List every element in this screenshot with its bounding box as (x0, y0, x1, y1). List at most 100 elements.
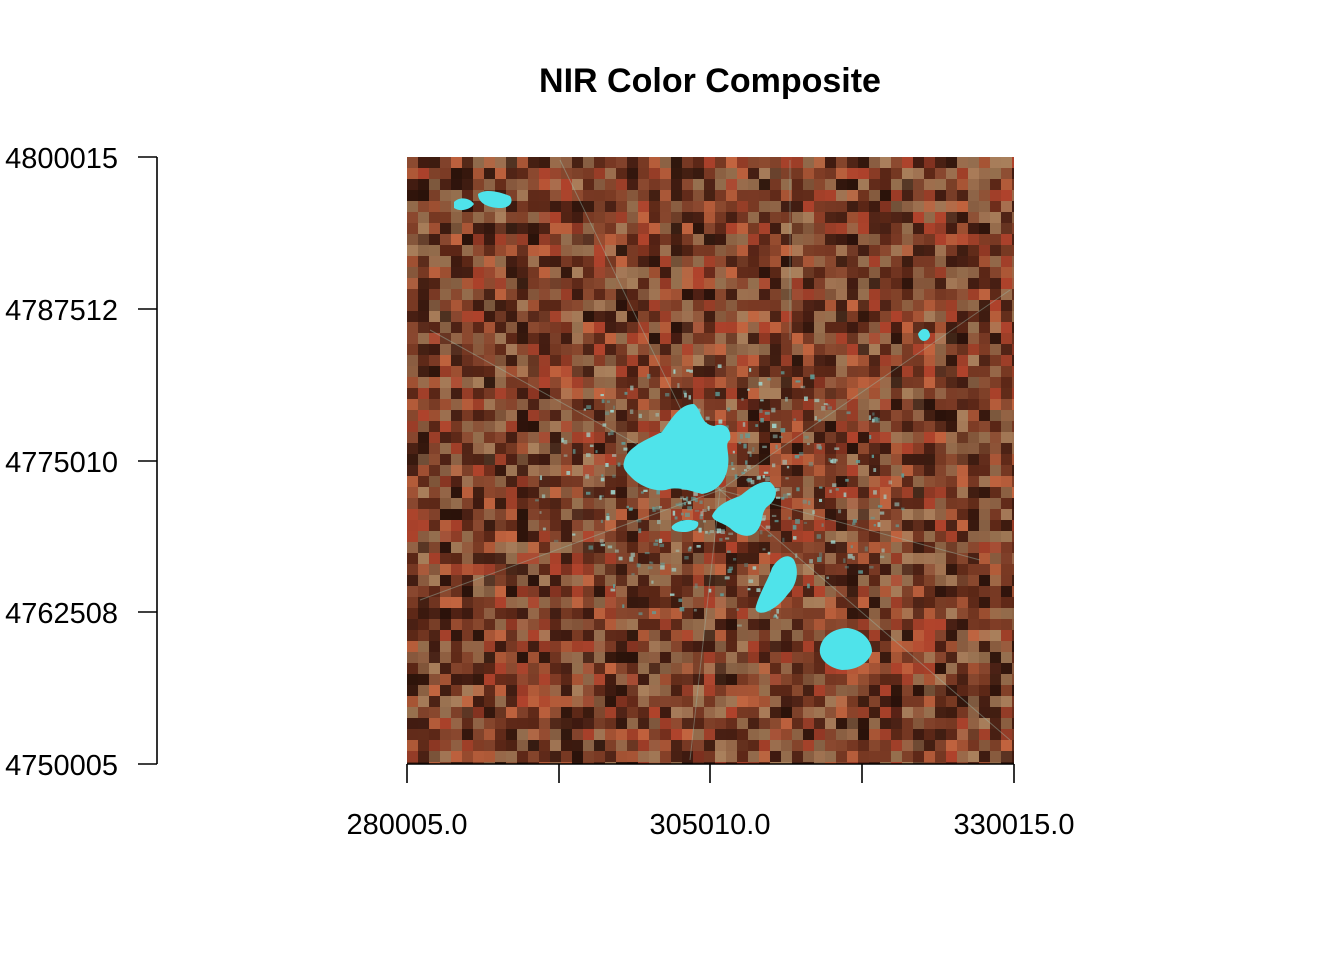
urban-pixel (652, 611, 657, 615)
field-parcel (891, 212, 902, 223)
field-parcel (462, 696, 473, 707)
field-parcel (902, 674, 913, 685)
field-parcel (473, 322, 484, 333)
field-parcel (506, 399, 517, 410)
field-parcel (704, 223, 715, 234)
urban-pixel (852, 522, 856, 526)
field-parcel (1012, 388, 1014, 399)
field-parcel (572, 608, 583, 619)
urban-pixel (541, 494, 546, 499)
field-parcel (627, 597, 638, 608)
field-parcel (891, 245, 902, 256)
field-parcel (495, 740, 506, 751)
field-parcel (605, 751, 616, 762)
field-parcel (957, 300, 968, 311)
field-parcel (946, 729, 957, 740)
field-parcel (1012, 245, 1014, 256)
field-parcel (957, 410, 968, 421)
field-parcel (792, 432, 803, 443)
field-parcel (638, 399, 649, 410)
field-parcel (451, 377, 462, 388)
field-parcel (671, 740, 682, 751)
field-parcel (968, 267, 979, 278)
field-parcel (847, 256, 858, 267)
field-parcel (517, 410, 528, 421)
water-bodies (454, 190, 930, 670)
field-parcel (462, 443, 473, 454)
field-parcel (451, 740, 462, 751)
field-parcel (726, 388, 737, 399)
field-parcel (803, 696, 814, 707)
field-parcel (462, 399, 473, 410)
field-parcel (583, 652, 594, 663)
field-parcel (792, 520, 803, 531)
field-parcel (1001, 421, 1012, 432)
field-parcel (979, 542, 990, 553)
field-parcel (572, 179, 583, 190)
urban-pixel (814, 398, 820, 403)
field-parcel (638, 707, 649, 718)
field-parcel (726, 663, 737, 674)
field-parcel (792, 157, 803, 168)
field-parcel (946, 179, 957, 190)
field-parcel (649, 685, 660, 696)
field-parcel (836, 234, 847, 245)
field-parcel (682, 399, 693, 410)
field-parcel (990, 333, 1001, 344)
urban-pixel (785, 396, 788, 402)
pond-northeast (918, 328, 930, 341)
field-parcel (638, 410, 649, 421)
field-parcel (836, 762, 847, 764)
field-parcel (616, 245, 627, 256)
field-parcel (572, 553, 583, 564)
field-parcel (792, 399, 803, 410)
field-parcel (946, 289, 957, 300)
field-parcel (946, 465, 957, 476)
field-parcel (440, 300, 451, 311)
field-parcel (748, 443, 759, 454)
field-parcel (979, 707, 990, 718)
urban-pixel (749, 368, 752, 372)
field-parcel (902, 586, 913, 597)
field-parcel (1001, 377, 1012, 388)
field-parcel (891, 509, 902, 520)
field-parcel (803, 663, 814, 674)
field-parcel (814, 256, 825, 267)
field-parcel (913, 443, 924, 454)
field-parcel (847, 432, 858, 443)
field-parcel (495, 608, 506, 619)
field-parcel (495, 718, 506, 729)
field-parcel (880, 641, 891, 652)
field-parcel (902, 597, 913, 608)
field-parcel (946, 410, 957, 421)
field-parcel (803, 575, 814, 586)
field-parcel (583, 509, 594, 520)
field-parcel (902, 553, 913, 564)
field-parcel (902, 685, 913, 696)
urban-pixel (774, 488, 778, 492)
field-parcel (957, 641, 968, 652)
field-parcel (836, 245, 847, 256)
field-parcel (902, 718, 913, 729)
field-parcel (946, 553, 957, 564)
field-parcel (825, 344, 836, 355)
urban-pixel (699, 514, 703, 520)
field-parcel (495, 641, 506, 652)
field-parcel (979, 487, 990, 498)
field-parcel (693, 663, 704, 674)
road-line (719, 289, 1011, 491)
field-parcel (726, 674, 737, 685)
field-parcel (550, 663, 561, 674)
urban-pixel (750, 479, 755, 485)
field-parcel (935, 564, 946, 575)
field-parcel (561, 520, 572, 531)
urban-pixel (844, 565, 849, 569)
field-parcel (957, 311, 968, 322)
field-parcel (814, 663, 825, 674)
field-parcel (847, 311, 858, 322)
field-parcel (803, 256, 814, 267)
field-parcel (737, 256, 748, 267)
urban-pixel (647, 566, 653, 570)
field-parcel (418, 740, 429, 751)
field-parcel (968, 652, 979, 663)
